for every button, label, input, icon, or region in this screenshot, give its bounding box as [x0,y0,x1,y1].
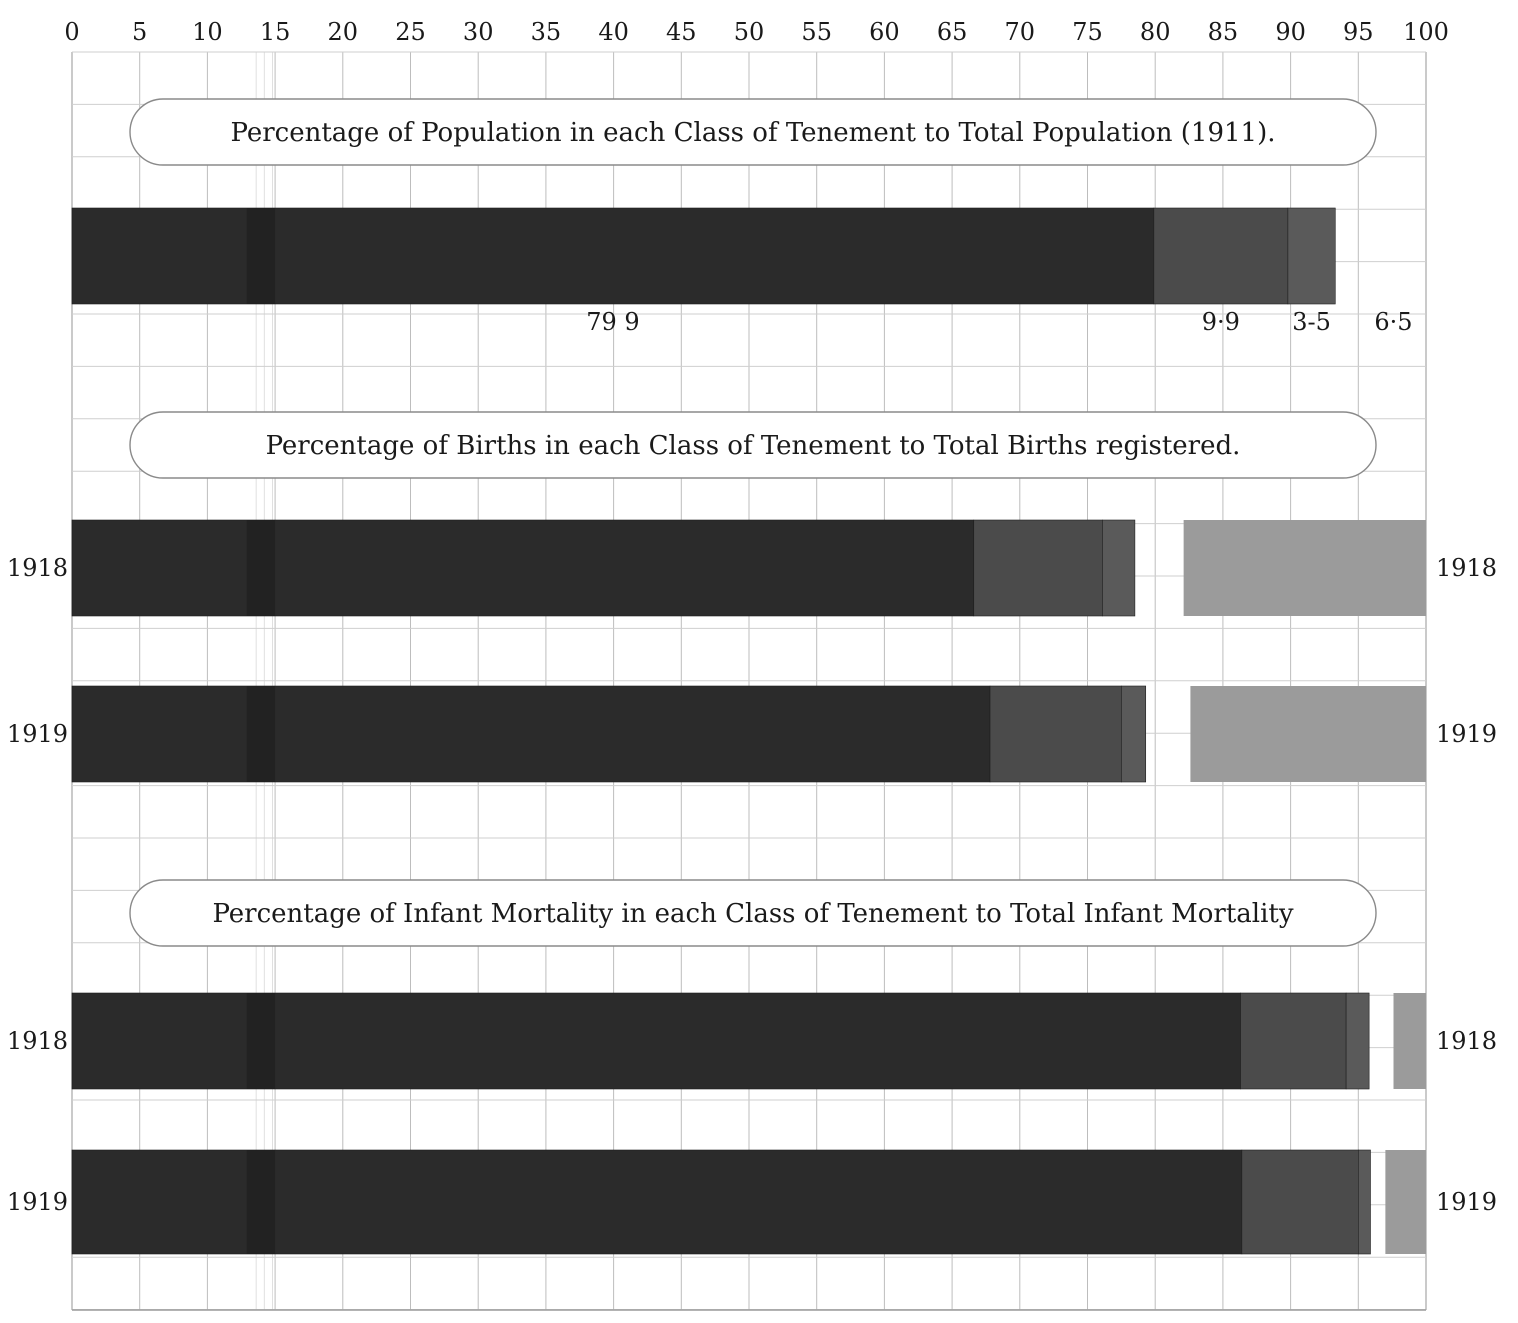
x-tick-label: 75 [1072,18,1103,46]
bar-shading-band [246,993,276,1089]
panel-title: Percentage of Population in each Class o… [231,118,1276,148]
x-tick-label: 0 [64,18,79,46]
bar-segment-detached [1190,686,1426,782]
x-tick-label: 65 [937,18,968,46]
x-tick-label: 45 [666,18,697,46]
x-tick-label: 55 [801,18,832,46]
x-tick-label: 50 [734,18,765,46]
bar-row: 1919 1919 [7,685,1497,783]
value-label: 3-5 [1292,308,1331,336]
bar-segment [1358,1149,1371,1255]
x-tick-label: 90 [1275,18,1306,46]
row-label-left: 1918 [7,554,68,582]
bar-segment [1153,207,1289,305]
panel-2: Percentage of Births in each Class of Te… [7,411,1497,783]
panel-title: Percentage of Infant Mortality in each C… [212,899,1293,929]
bar-segment-detached [1393,993,1426,1089]
bar-segment [71,207,1155,305]
bar-shading-band [246,686,276,782]
row-label-right: 1918 [1436,554,1497,582]
panel-title-frame [129,98,1377,166]
x-tick-label: 85 [1208,18,1239,46]
x-tick-label: 5 [132,18,147,46]
bar-segment-detached [1385,1150,1426,1254]
x-tick-label: 95 [1343,18,1374,46]
bar-shading-band [246,208,276,304]
panel-title-frame [129,879,1377,947]
row-label-left: 1919 [7,1188,68,1216]
bar-row: 79 9 9·9 3-5 6·5 [71,207,1413,336]
x-tick-label: 100 [1403,18,1449,46]
bar-row: 1919 1919 [7,1149,1497,1255]
bar-row: 1918 1918 [7,519,1497,617]
value-label: 9·9 [1202,308,1240,336]
bar-segment [71,685,991,783]
value-label: 79 9 [586,308,639,336]
x-tick-label: 15 [260,18,291,46]
panel-1: Percentage of Population in each Class o… [71,98,1413,336]
row-label-left: 1918 [7,1027,68,1055]
x-tick-label: 10 [192,18,223,46]
row-label-right: 1919 [1436,1188,1497,1216]
bar-shading-band [246,520,276,616]
x-axis-tick-labels: 0 5 10 15 20 25 30 35 40 45 50 55 60 65 70 75 80 85 90 95 10… [64,18,1449,46]
row-label-left: 1919 [7,720,68,748]
row-label-right: 1918 [1436,1027,1497,1055]
row-label-right: 1919 [1436,720,1497,748]
x-tick-label: 20 [328,18,359,46]
x-tick-label: 80 [1140,18,1171,46]
x-tick-label: 70 [1005,18,1036,46]
value-label: 6·5 [1374,308,1412,336]
panels: Percentage of Population in each Class o… [7,98,1497,1255]
bar-segment-detached [1183,520,1426,616]
bar-segment [1241,1149,1359,1255]
bar-row: 1918 1918 [7,992,1497,1090]
bar-segment [71,519,975,617]
x-tick-label: 25 [395,18,426,46]
bar-segment [989,685,1122,783]
panel-title-frame [129,411,1377,479]
bar-segment [1102,519,1136,617]
panel-title: Percentage of Births in each Class of Te… [266,431,1241,461]
bar-segment [1240,992,1347,1090]
bar-segment [1121,685,1147,783]
x-tick-label: 30 [463,18,494,46]
x-tick-label: 60 [869,18,900,46]
bar-segment [973,519,1103,617]
panel-3: Percentage of Infant Mortality in each C… [7,879,1497,1255]
x-tick-label: 35 [531,18,562,46]
x-tick-label: 40 [598,18,629,46]
bar-segment [1345,992,1370,1090]
bar-segment [1287,207,1336,305]
bar-shading-band [246,1150,276,1254]
